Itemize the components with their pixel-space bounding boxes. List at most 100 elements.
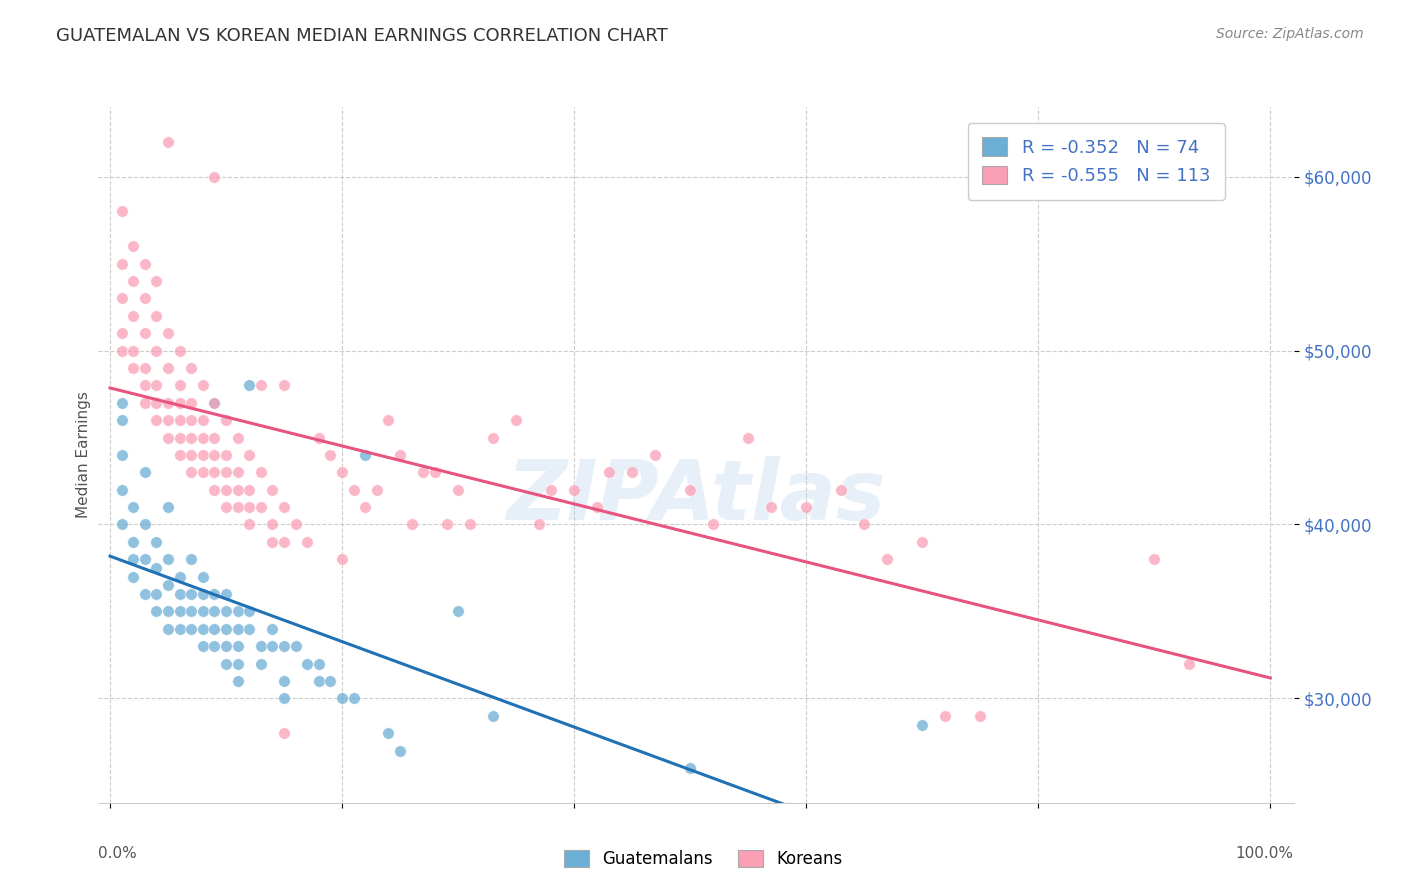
Point [458, 517, 481, 532]
Point [122, 534, 145, 549]
Point [191, 466, 214, 480]
Point [412, 466, 434, 480]
Point [737, 430, 759, 444]
Point [180, 587, 202, 601]
Point [157, 500, 180, 514]
Point [180, 360, 202, 375]
Point [238, 448, 260, 462]
Point [911, 534, 934, 549]
Point [180, 395, 202, 409]
Point [273, 726, 295, 740]
Point [876, 552, 898, 566]
Point [215, 587, 238, 601]
Point [262, 639, 284, 653]
Point [911, 717, 934, 731]
Point [157, 552, 180, 566]
Point [250, 466, 273, 480]
Point [969, 708, 991, 723]
Point [389, 448, 412, 462]
Point [226, 639, 249, 653]
Point [250, 500, 273, 514]
Point [145, 395, 167, 409]
Point [262, 517, 284, 532]
Point [377, 413, 399, 427]
Point [401, 517, 423, 532]
Point [330, 466, 353, 480]
Point [169, 570, 191, 584]
Point [226, 605, 249, 619]
Point [204, 639, 226, 653]
Point [191, 605, 214, 619]
Point [157, 326, 180, 341]
Point [284, 517, 307, 532]
Point [169, 413, 191, 427]
Point [284, 639, 307, 653]
Legend: Guatemalans, Koreans: Guatemalans, Koreans [557, 843, 849, 875]
Point [702, 517, 724, 532]
Point [204, 466, 226, 480]
Point [830, 483, 852, 497]
Point [297, 534, 319, 549]
Point [215, 639, 238, 653]
Text: Source: ZipAtlas.com: Source: ZipAtlas.com [1216, 27, 1364, 41]
Point [238, 500, 260, 514]
Point [598, 466, 620, 480]
Point [540, 483, 562, 497]
Point [157, 430, 180, 444]
Point [191, 448, 214, 462]
Point [250, 639, 273, 653]
Point [250, 657, 273, 671]
Point [169, 605, 191, 619]
Point [262, 622, 284, 636]
Point [226, 466, 249, 480]
Point [122, 274, 145, 288]
Point [134, 360, 156, 375]
Point [122, 309, 145, 323]
Point [250, 378, 273, 392]
Point [111, 395, 134, 409]
Point [204, 483, 226, 497]
Point [169, 622, 191, 636]
Point [134, 378, 156, 392]
Point [238, 378, 260, 392]
Point [204, 605, 226, 619]
Legend: R = -0.352   N = 74, R = -0.555   N = 113: R = -0.352 N = 74, R = -0.555 N = 113 [967, 123, 1225, 200]
Point [111, 257, 134, 271]
Point [423, 466, 446, 480]
Point [621, 466, 644, 480]
Point [157, 135, 180, 149]
Point [122, 500, 145, 514]
Point [308, 430, 330, 444]
Point [343, 483, 366, 497]
Point [145, 309, 167, 323]
Point [134, 587, 156, 601]
Point [273, 639, 295, 653]
Point [273, 500, 295, 514]
Point [145, 343, 167, 358]
Point [853, 517, 876, 532]
Point [761, 500, 783, 514]
Point [134, 291, 156, 305]
Point [145, 413, 167, 427]
Point [343, 691, 366, 706]
Point [273, 378, 295, 392]
Point [226, 657, 249, 671]
Point [134, 326, 156, 341]
Point [191, 430, 214, 444]
Point [215, 605, 238, 619]
Point [111, 448, 134, 462]
Point [191, 378, 214, 392]
Point [134, 395, 156, 409]
Point [436, 517, 458, 532]
Point [191, 639, 214, 653]
Point [644, 448, 666, 462]
Point [238, 605, 260, 619]
Point [169, 448, 191, 462]
Point [226, 674, 249, 689]
Point [191, 570, 214, 584]
Point [505, 413, 527, 427]
Text: 0.0%: 0.0% [98, 847, 138, 862]
Point [308, 674, 330, 689]
Point [204, 395, 226, 409]
Point [157, 413, 180, 427]
